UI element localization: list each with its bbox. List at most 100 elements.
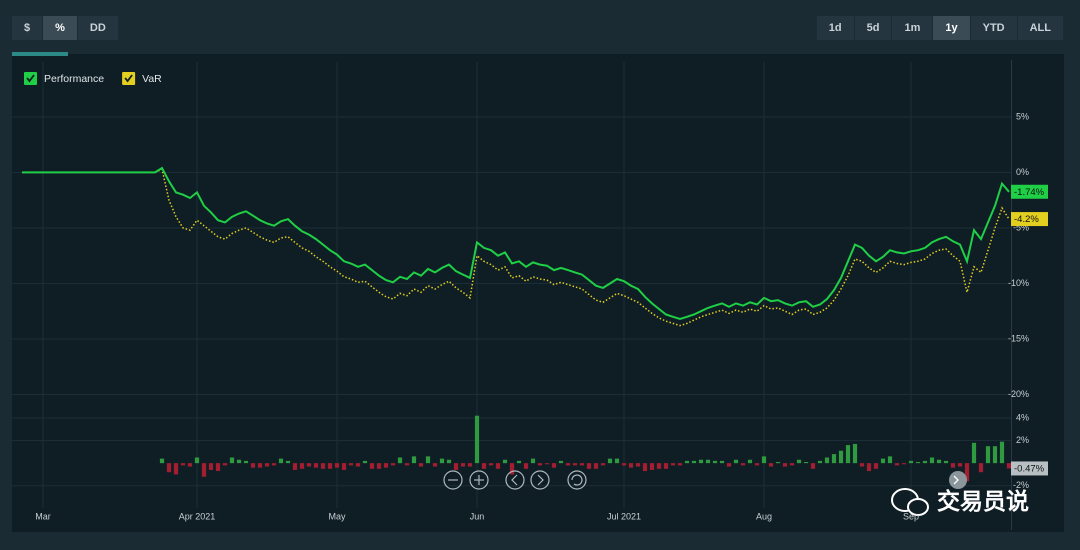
return-bar [824, 457, 830, 464]
return-bar [971, 442, 977, 464]
return-bar [229, 457, 235, 464]
return-bar [341, 463, 347, 470]
zoom-in[interactable] [469, 470, 489, 490]
return-bar [565, 463, 571, 466]
return-bar [194, 457, 200, 464]
return-bar [957, 463, 963, 467]
return-bar [719, 460, 725, 464]
return-bar [593, 463, 599, 469]
return-bar [201, 463, 207, 477]
return-bar [453, 463, 459, 470]
chart-panel [12, 54, 1064, 532]
return-bar [404, 463, 410, 466]
return-bar [537, 463, 543, 466]
return-bar [698, 459, 704, 464]
return-bar [936, 459, 942, 464]
return-bar [817, 460, 823, 464]
return-bar [670, 463, 676, 466]
return-bar [285, 460, 291, 464]
toolbar-button[interactable]: DD [77, 16, 118, 40]
return-bar [887, 456, 893, 464]
y-tick-label: -10% [1008, 278, 1029, 288]
return-bar [747, 459, 753, 464]
x-tick-label: Jul 2021 [607, 511, 641, 521]
return-bar [355, 463, 361, 467]
return-bar [663, 463, 669, 469]
return-bar [677, 463, 683, 466]
scroll-end[interactable] [949, 471, 967, 489]
return-bar [208, 463, 214, 470]
legend-check [26, 74, 35, 83]
last-value-badge [1011, 461, 1048, 476]
icon [953, 475, 959, 485]
return-bar [222, 463, 228, 466]
zoom-controls[interactable] [443, 470, 587, 490]
return-bar [929, 457, 935, 464]
reset[interactable] [567, 470, 587, 490]
return-bar [411, 456, 417, 464]
return-bar [390, 463, 396, 466]
return-bar [509, 463, 515, 475]
icon [537, 474, 544, 486]
toolbar-button[interactable]: $ [12, 16, 43, 40]
return-bar [243, 460, 249, 464]
scroll-right[interactable] [530, 470, 550, 490]
return-bar [908, 460, 914, 464]
return-bar [502, 459, 508, 464]
zoom-out[interactable] [443, 470, 463, 490]
logo [907, 498, 929, 516]
return-bar [530, 458, 536, 464]
return-bar [474, 415, 480, 464]
return-bar [257, 463, 263, 468]
return-bar [446, 459, 452, 464]
x-tick-label: Aug [756, 511, 772, 521]
return-bar [642, 463, 648, 472]
return-bar [803, 462, 809, 464]
icon [571, 474, 583, 486]
return-bar [460, 463, 466, 467]
toolbar-button[interactable]: 1m [892, 16, 933, 40]
return-bar [306, 463, 312, 467]
return-bar [999, 441, 1005, 464]
tab-indicator [12, 52, 68, 56]
return-bar [656, 463, 662, 469]
y-tick-label: 2% [1016, 435, 1029, 445]
return-bar [439, 458, 445, 464]
return-bar [551, 463, 557, 468]
toolbar-button[interactable]: % [43, 16, 77, 40]
y-tick-label: 0% [1016, 167, 1029, 177]
toolbar-button[interactable]: 1y [933, 16, 970, 40]
toolbar-button[interactable]: 1d [816, 16, 854, 40]
return-bar [831, 454, 837, 464]
toolbar-button[interactable]: 5d [854, 16, 892, 40]
return-bar [320, 463, 326, 469]
axis-line [1011, 60, 1012, 530]
return-bar [523, 463, 529, 469]
return-bar [187, 463, 193, 467]
range-switch: 1d 5d 1m 1y YTD ALL [816, 16, 1063, 40]
return-bar [964, 463, 970, 482]
return-bar [299, 463, 305, 469]
y-tick-label: -15% [1008, 333, 1029, 343]
return-bar [558, 460, 564, 464]
return-bar [866, 463, 872, 472]
return-bar [467, 463, 473, 467]
return-bar [880, 458, 886, 464]
return-bar [292, 463, 298, 470]
return-bar [740, 463, 746, 466]
return-bar [481, 463, 487, 469]
return-bar [943, 460, 949, 464]
toolbar-button[interactable]: YTD [970, 16, 1017, 40]
unit-switch: $% DD [12, 16, 118, 40]
last-value-label: -1.74% [1014, 187, 1045, 198]
x-tick-label: Apr 2021 [179, 511, 216, 521]
x-tick-label: Jun [470, 511, 485, 521]
watermark: 交易员说 [891, 488, 1029, 516]
return-bar [180, 463, 186, 466]
toolbar-button[interactable]: ALL [1017, 16, 1063, 40]
return-bar [348, 463, 354, 466]
x-tick-label: Sep [903, 511, 919, 521]
scroll-left[interactable] [505, 470, 525, 490]
